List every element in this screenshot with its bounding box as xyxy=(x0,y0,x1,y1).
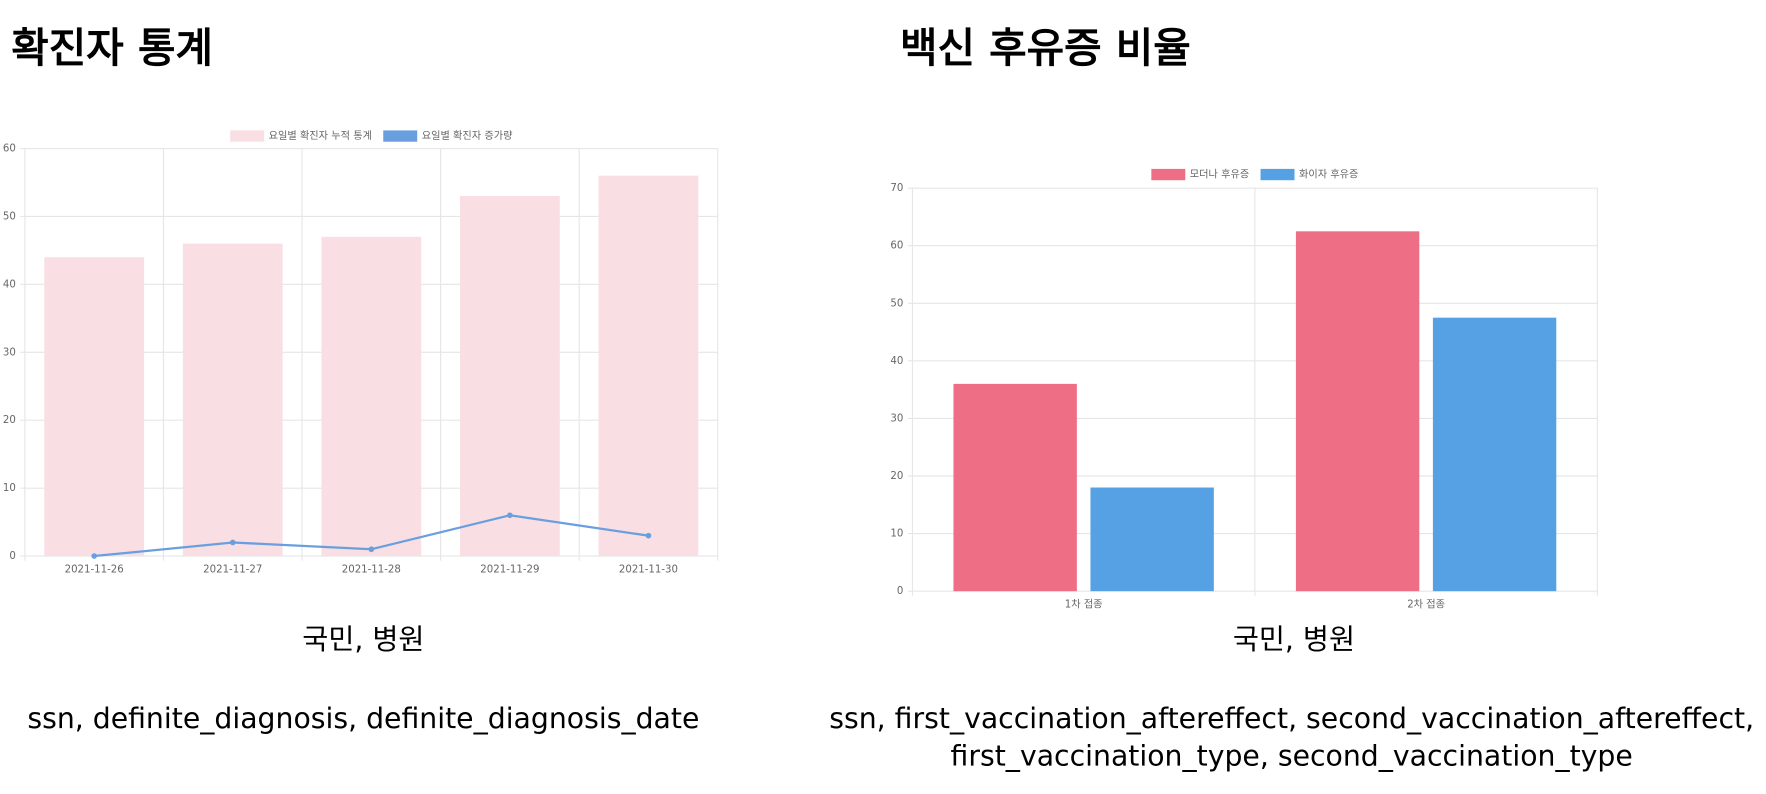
bar xyxy=(1432,317,1557,592)
x-tick-label: 2차 접종 xyxy=(1407,599,1445,611)
fields: ssn, first_vaccination_aftereffect, seco… xyxy=(829,702,1754,735)
bar xyxy=(598,175,699,557)
y-tick-label: 20 xyxy=(3,415,16,426)
bar xyxy=(1090,487,1214,592)
y-tick-label: 0 xyxy=(9,551,15,562)
x-tick-label: 2021-11-28 xyxy=(342,565,401,576)
bar xyxy=(321,236,422,557)
legend-swatch xyxy=(1260,168,1295,181)
legend-label: 요일별 확진자 증가량 xyxy=(422,130,513,142)
legend-label: 화이자 후유증 xyxy=(1299,169,1358,181)
bar xyxy=(182,243,283,557)
caption: 국민, 병원 xyxy=(1233,623,1355,656)
x-tick-label: 2021-11-30 xyxy=(619,565,678,576)
y-tick-label: 50 xyxy=(3,211,16,222)
caption: 국민, 병원 xyxy=(302,623,424,656)
y-tick-label: 50 xyxy=(890,298,903,309)
legend-swatch xyxy=(230,130,265,142)
y-tick-label: 60 xyxy=(3,144,16,155)
y-tick-label: 30 xyxy=(890,413,903,424)
y-tick-label: 0 xyxy=(897,586,903,597)
y-tick-label: 40 xyxy=(3,279,16,290)
bar xyxy=(953,383,1077,592)
x-tick-label: 1차 접종 xyxy=(1065,599,1103,611)
y-tick-label: 10 xyxy=(3,483,16,494)
point xyxy=(229,539,236,546)
x-tick-label: 2021-11-29 xyxy=(480,565,539,576)
y-tick-label: 70 xyxy=(890,183,903,194)
fields: first_vaccination_type, second_vaccinati… xyxy=(951,740,1633,773)
legend-label: 모더나 후유증 xyxy=(1190,169,1249,181)
x-tick-label: 2021-11-27 xyxy=(203,565,262,576)
legend-swatch xyxy=(383,130,418,142)
heading: 백신 후유증 비율 xyxy=(900,24,1191,72)
fields: ssn, definite_diagnosis, definite_diagno… xyxy=(27,702,699,735)
point xyxy=(368,546,375,553)
bar xyxy=(459,196,560,557)
point xyxy=(91,553,98,559)
legend-label: 요일별 확진자 누적 통계 xyxy=(269,130,372,142)
y-tick-label: 20 xyxy=(890,471,903,482)
bar xyxy=(44,257,145,557)
point xyxy=(645,532,652,539)
legend-swatch xyxy=(1151,168,1186,181)
x-tick-label: 2021-11-26 xyxy=(65,565,124,576)
y-tick-label: 60 xyxy=(890,241,903,252)
y-tick-label: 30 xyxy=(3,347,16,358)
y-tick-label: 10 xyxy=(890,529,903,540)
bar xyxy=(1295,231,1420,592)
y-tick-label: 40 xyxy=(890,356,903,367)
heading: 확진자 통계 xyxy=(11,24,213,72)
point xyxy=(507,512,513,519)
